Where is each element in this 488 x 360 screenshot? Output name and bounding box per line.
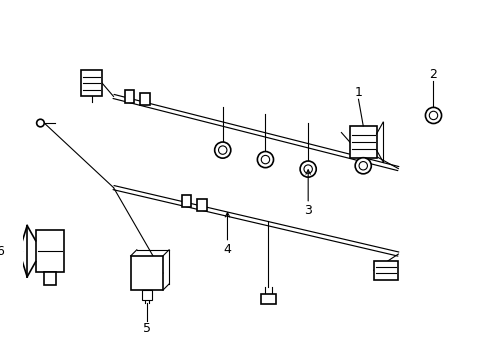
Text: 4: 4 — [223, 243, 231, 256]
Text: 5: 5 — [142, 321, 150, 334]
Bar — [44, 272, 56, 285]
Bar — [125, 90, 134, 103]
Circle shape — [261, 156, 269, 164]
Bar — [349, 126, 376, 158]
Text: 6: 6 — [0, 245, 3, 258]
Bar — [373, 261, 398, 280]
Circle shape — [257, 152, 273, 168]
Text: 1: 1 — [354, 86, 362, 99]
Circle shape — [354, 158, 370, 174]
Bar — [142, 290, 151, 300]
Circle shape — [214, 142, 230, 158]
Circle shape — [304, 165, 312, 173]
Bar — [81, 70, 102, 96]
Bar — [140, 93, 149, 105]
Text: 3: 3 — [304, 204, 311, 217]
Bar — [182, 195, 191, 207]
Circle shape — [300, 161, 316, 177]
Text: 2: 2 — [428, 68, 437, 81]
Circle shape — [425, 107, 441, 123]
Bar — [197, 198, 206, 211]
Circle shape — [37, 119, 44, 127]
Bar — [260, 294, 275, 304]
Circle shape — [218, 146, 226, 154]
Bar — [130, 256, 163, 290]
Circle shape — [428, 111, 437, 120]
Bar — [36, 230, 64, 272]
Circle shape — [358, 162, 366, 170]
